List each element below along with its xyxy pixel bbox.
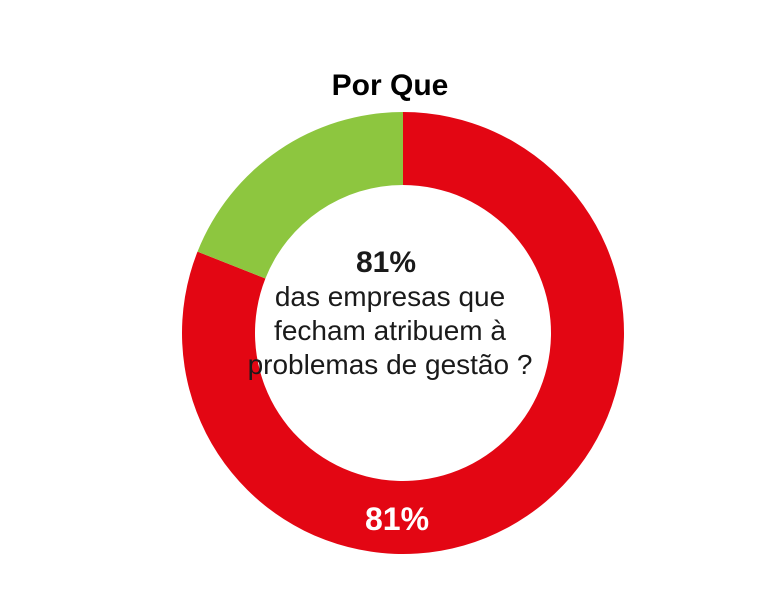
donut-slice-2 [197, 112, 403, 279]
slice-label-1: 81% [365, 501, 429, 537]
center-text-line-3: problemas de gestão ? [248, 349, 533, 380]
center-value: 81% [356, 246, 416, 279]
chart-title: Por Que [332, 69, 449, 102]
donut-slices [181, 112, 624, 555]
donut-slice-1 [181, 112, 624, 555]
center-text-line-2: fecham atribuem à [274, 315, 506, 346]
center-text-line-1: das empresas que [275, 281, 505, 312]
